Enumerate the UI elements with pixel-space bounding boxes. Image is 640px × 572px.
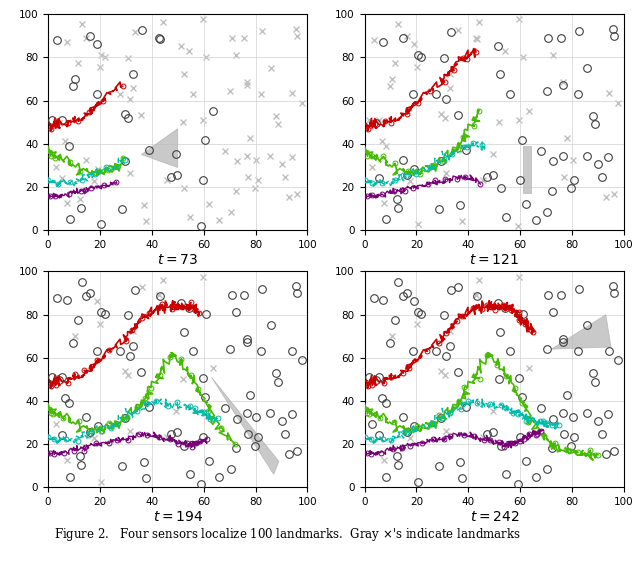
Polygon shape [211,377,279,474]
Polygon shape [141,129,178,168]
X-axis label: $t = 73$: $t = 73$ [157,253,198,267]
Polygon shape [523,146,531,193]
Polygon shape [551,315,611,349]
Text: Figure 2.   Four sensors localize 100 landmarks.  Gray $\times$'s indicate landm: Figure 2. Four sensors localize 100 land… [54,526,520,543]
X-axis label: $t = 242$: $t = 242$ [470,510,519,524]
X-axis label: $t = 121$: $t = 121$ [469,253,519,267]
X-axis label: $t = 194$: $t = 194$ [153,510,203,524]
